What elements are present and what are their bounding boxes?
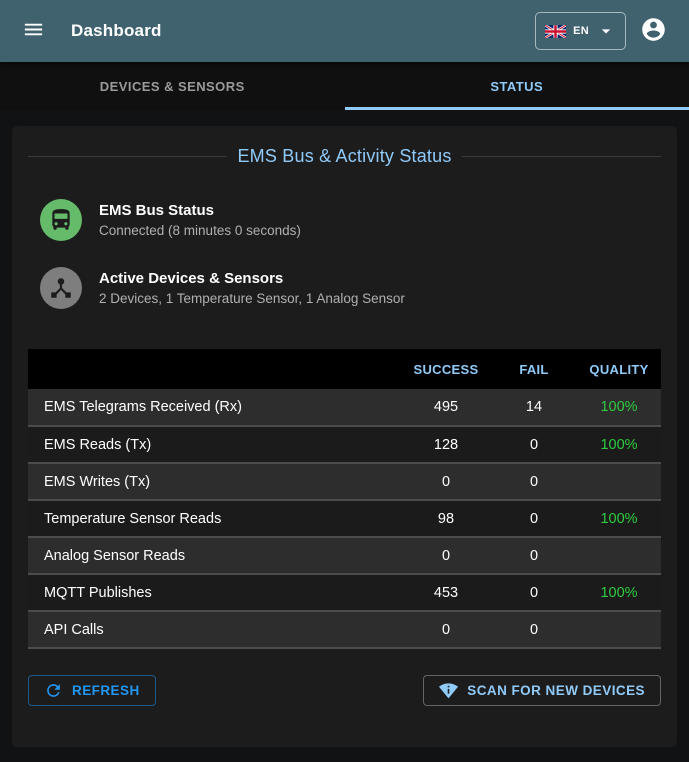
- page-title: Dashboard: [71, 21, 162, 40]
- scan-button-label: SCAN FOR NEW DEVICES: [467, 683, 645, 698]
- row-name: EMS Writes (Tx): [44, 473, 151, 490]
- tab-label: DEVICES & SENSORS: [99, 78, 245, 94]
- active-devices-item: Active Devices & Sensors 2 Devices, 1 Te…: [12, 267, 677, 309]
- table-header-row: SUCCESS FAIL QUALITY: [28, 349, 661, 389]
- action-buttons-row: REFRESH SCAN FOR NEW DEVICES: [28, 675, 661, 706]
- row-quality: 100%: [600, 584, 638, 601]
- status-item-text: Active Devices & Sensors 2 Devices, 1 Te…: [99, 270, 405, 306]
- divider-line: [28, 156, 228, 157]
- row-name: Analog Sensor Reads: [44, 547, 186, 564]
- status-item-subtitle: Connected (8 minutes 0 seconds): [99, 223, 301, 238]
- row-name: Temperature Sensor Reads: [44, 510, 222, 527]
- column-header-quality: QUALITY: [589, 361, 649, 377]
- scan-for-new-devices-button[interactable]: SCAN FOR NEW DEVICES: [423, 675, 661, 706]
- row-fail: 0: [529, 621, 539, 638]
- column-header-name: [28, 349, 401, 389]
- caret-down-icon: [596, 21, 616, 41]
- row-success: 495: [433, 399, 459, 415]
- tab-bar: DEVICES & SENSORS STATUS: [0, 62, 689, 110]
- row-quality: [577, 463, 661, 500]
- row-fail: 0: [529, 436, 539, 453]
- refresh-button-label: REFRESH: [72, 683, 140, 698]
- status-item-subtitle: 2 Devices, 1 Temperature Sensor, 1 Analo…: [99, 291, 405, 306]
- column-header-success: SUCCESS: [413, 361, 479, 377]
- status-item-text: EMS Bus Status Connected (8 minutes 0 se…: [99, 202, 301, 238]
- language-selector[interactable]: EN: [535, 12, 626, 50]
- status-item-title: Active Devices & Sensors: [99, 270, 284, 287]
- card-title: EMS Bus & Activity Status: [237, 146, 452, 166]
- row-fail: 0: [529, 473, 539, 490]
- tab-status[interactable]: STATUS: [344, 62, 689, 110]
- avatar: [40, 267, 82, 309]
- avatar: [40, 199, 82, 241]
- account-button[interactable]: [634, 10, 673, 52]
- status-card: EMS Bus & Activity Status EMS Bus Status…: [12, 126, 677, 747]
- table-row: Analog Sensor Reads 0 0: [28, 537, 661, 574]
- table-row: EMS Telegrams Received (Rx) 495 14 100%: [28, 389, 661, 426]
- row-name: EMS Reads (Tx): [44, 436, 152, 453]
- row-success: 0: [441, 547, 451, 564]
- row-quality: 100%: [600, 510, 638, 527]
- device-hub-icon: [48, 275, 74, 301]
- status-item-title: EMS Bus Status: [99, 202, 215, 219]
- row-fail: 14: [525, 399, 543, 415]
- table-row: Temperature Sensor Reads 98 0 100%: [28, 500, 661, 537]
- table-row: MQTT Publishes 453 0 100%: [28, 574, 661, 611]
- table-row: API Calls 0 0: [28, 611, 661, 648]
- account-circle-icon: [640, 16, 667, 46]
- menu-icon: [22, 18, 45, 44]
- uk-flag-icon: [545, 24, 567, 38]
- row-name: EMS Telegrams Received (Rx): [44, 399, 242, 415]
- table-row: EMS Writes (Tx) 0 0: [28, 463, 661, 500]
- row-quality: 100%: [600, 436, 638, 453]
- row-quality: [577, 537, 661, 574]
- row-quality: [577, 611, 661, 648]
- row-success: 128: [433, 436, 459, 453]
- divider-line: [461, 156, 662, 157]
- bus-icon: [48, 207, 74, 233]
- row-fail: 0: [529, 510, 539, 527]
- activity-table: SUCCESS FAIL QUALITY EMS Telegrams Recei…: [28, 349, 661, 649]
- row-success: 0: [441, 621, 451, 638]
- tab-devices-sensors[interactable]: DEVICES & SENSORS: [0, 62, 345, 110]
- row-fail: 0: [529, 547, 539, 564]
- wifi-scan-icon: [439, 681, 459, 700]
- column-header-fail: FAIL: [519, 361, 549, 377]
- card-title-divider: EMS Bus & Activity Status: [28, 146, 662, 167]
- menu-button[interactable]: [16, 12, 51, 50]
- status-list: EMS Bus Status Connected (8 minutes 0 se…: [12, 199, 677, 309]
- ems-bus-status-item: EMS Bus Status Connected (8 minutes 0 se…: [12, 199, 677, 241]
- tab-label: STATUS: [490, 78, 544, 94]
- row-fail: 0: [529, 584, 539, 601]
- row-success: 453: [433, 584, 459, 601]
- row-success: 98: [437, 510, 455, 527]
- row-quality: 100%: [600, 399, 638, 415]
- row-name: MQTT Publishes: [44, 584, 152, 601]
- language-code: EN: [573, 25, 589, 37]
- app-bar: Dashboard EN: [0, 0, 689, 62]
- row-success: 0: [441, 473, 451, 490]
- row-name: API Calls: [44, 621, 104, 638]
- refresh-icon: [44, 681, 63, 700]
- table-row: EMS Reads (Tx) 128 0 100%: [28, 426, 661, 463]
- refresh-button[interactable]: REFRESH: [28, 675, 156, 706]
